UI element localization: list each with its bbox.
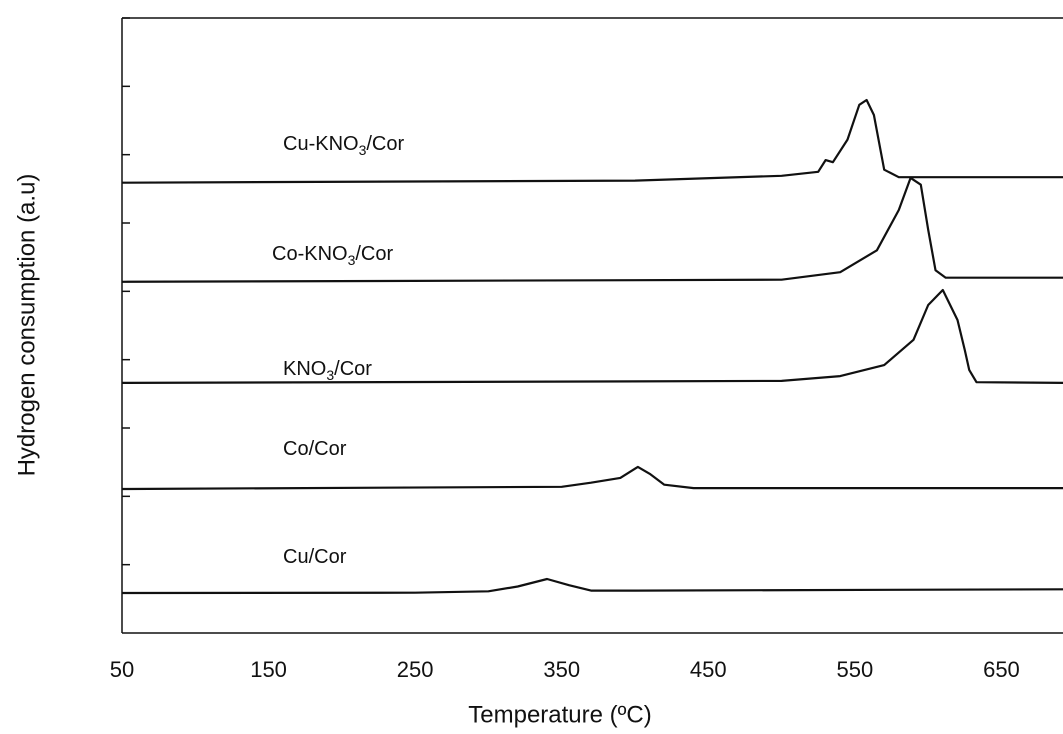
x-tick-label: 650	[983, 657, 1020, 682]
series-label: Co-KNO3/Cor	[272, 243, 393, 267]
x-tick-label: 50	[110, 657, 134, 682]
series-line	[121, 288, 1063, 384]
x-tick-label: 150	[250, 657, 287, 682]
x-tick-label: 450	[690, 657, 727, 682]
series-label: Cu-KNO3/Cor	[283, 133, 404, 157]
x-tick-label: 350	[543, 657, 580, 682]
y-axis-title: Hydrogen consumption (a.u)	[13, 174, 40, 477]
x-tick-label: 250	[397, 657, 434, 682]
series-label: KNO3/Cor	[283, 358, 372, 382]
series-line	[121, 465, 1063, 491]
series-line	[121, 577, 1063, 595]
series-label: Co/Cor	[283, 438, 347, 460]
series-line	[121, 98, 1063, 184]
x-tick-label: 550	[837, 657, 874, 682]
series-label: Cu/Cor	[283, 546, 347, 568]
x-axis-title: Temperature (ºC)	[468, 701, 651, 728]
series-line	[121, 176, 1063, 283]
